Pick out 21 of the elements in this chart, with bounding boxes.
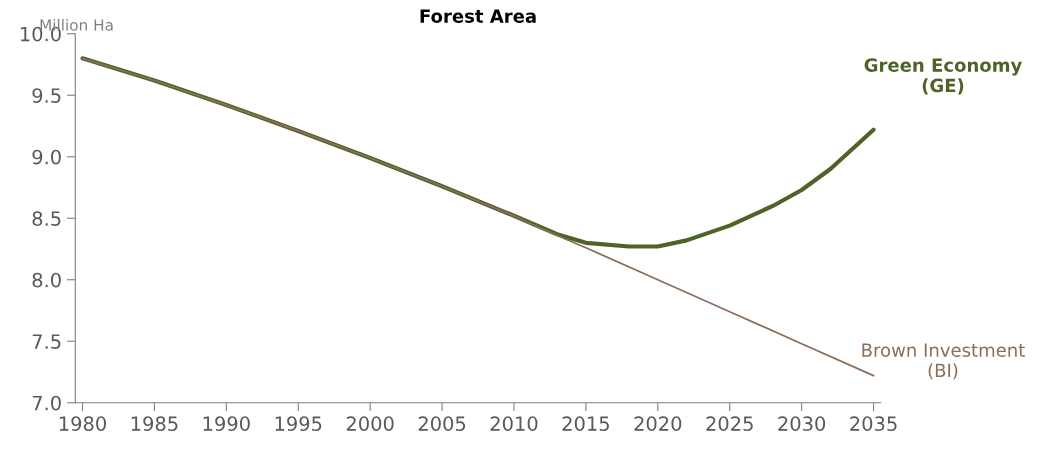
y-tick-label: 8.5	[32, 211, 61, 226]
y-tick-label: 7.5	[32, 334, 61, 349]
x-tick-label: 2015	[562, 416, 609, 431]
x-tick-label: 2005	[418, 416, 466, 431]
x-tick-label: 2025	[706, 416, 753, 431]
y-tick-label: 8.0	[32, 272, 61, 288]
y-tick-label: 9.5	[32, 88, 61, 103]
y-tick-label: 7.0	[32, 395, 61, 411]
x-tick-label: 1995	[275, 416, 322, 431]
x-tick-label: 1990	[203, 416, 250, 431]
x-tick-label: 2030	[778, 416, 826, 431]
x-tick-label: 2010	[490, 416, 538, 431]
x-tick-label: 2035	[850, 416, 897, 431]
y-tick-label: 9.0	[32, 149, 61, 165]
x-tick-label: 1980	[59, 416, 106, 431]
text: Green Economy (GE)	[864, 58, 1022, 95]
x-tick-label: 2000	[346, 416, 394, 431]
series-label: Brown Investment (BI)	[862, 343, 1025, 380]
x-tick-label: 2020	[634, 416, 682, 431]
chart-title: Forest Area	[420, 9, 536, 23]
x-tick-label: 1985	[131, 416, 178, 431]
